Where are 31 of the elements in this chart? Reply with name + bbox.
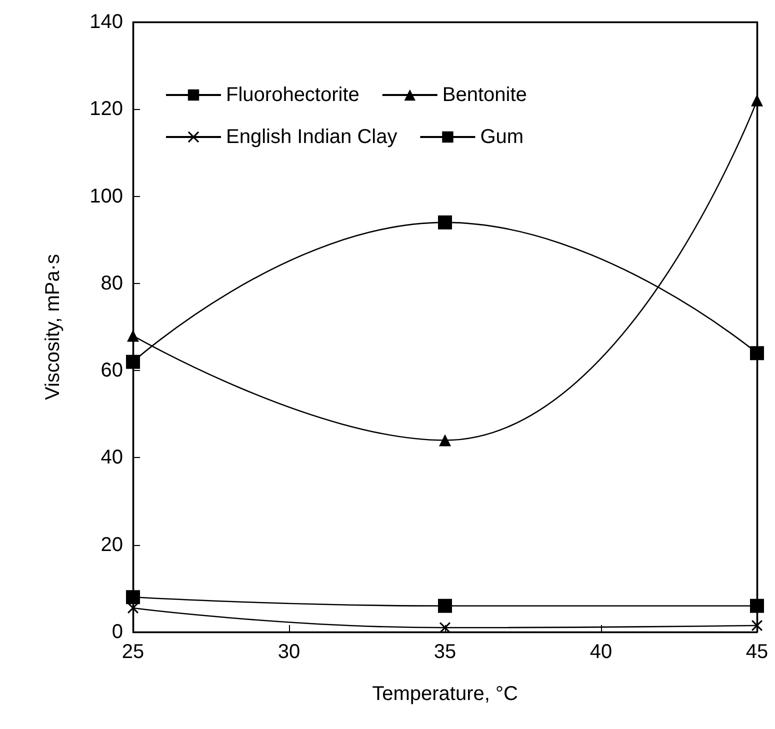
point [438,215,452,230]
legend-label: English Indian Clay [226,126,398,148]
legend-label: Fluorohectorite [226,84,360,106]
y-tick-label: 40 [100,446,123,469]
point [750,346,764,360]
point [439,434,451,446]
y-tick-label: 60 [100,360,123,382]
point [127,330,139,342]
x-tick-label: 25 [122,641,144,663]
point [438,598,452,613]
y-tick-label: 0 [112,621,123,643]
x-tick-label: 30 [278,641,300,663]
legend-label: Bentonite [442,84,527,106]
x-tick-label: 40 [590,641,612,663]
point [126,354,140,369]
y-axis-title: Viscosity, mPa·s [42,254,64,400]
y-tick-label: 140 [90,11,123,33]
x-tick-label: 45 [746,641,768,663]
y-tick-label: 100 [90,185,123,208]
y-tick-label: 80 [100,272,123,294]
point [440,622,450,634]
point [126,590,140,604]
x-axis-title: Temperature, °C [372,683,518,705]
point [128,602,138,614]
x-tick-label: 35 [434,641,456,663]
y-tick-label: 120 [90,98,123,120]
y-tick-label: 20 [100,534,123,556]
point [750,598,764,613]
point [752,620,762,631]
legend-label: Gum [480,126,524,148]
point [751,94,763,106]
